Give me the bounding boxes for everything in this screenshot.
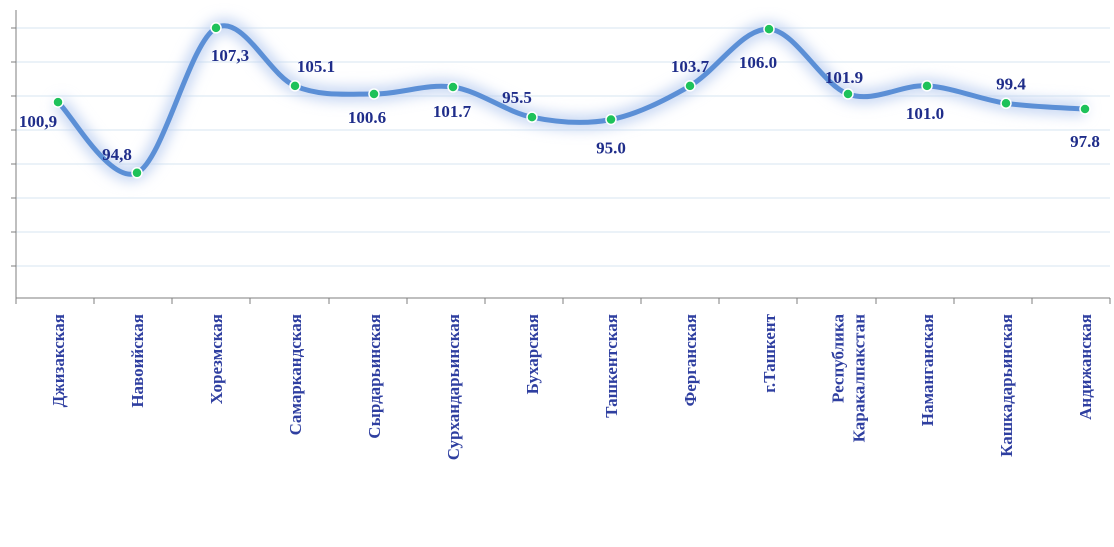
- data-label: 99.4: [996, 74, 1026, 93]
- data-label: 101.9: [825, 68, 863, 87]
- category-label: Ферганская: [681, 314, 700, 406]
- data-label: 95.0: [596, 138, 626, 157]
- data-point: [1079, 103, 1091, 115]
- category-label-text: Навоийская: [128, 314, 147, 408]
- category-label: Навоийская: [128, 314, 147, 408]
- category-label-line: Бухарская: [523, 314, 542, 394]
- category-label-text: Хорезмская: [207, 314, 226, 404]
- data-label: 95.5: [502, 88, 532, 107]
- data-label: 100.6: [348, 108, 386, 127]
- category-label-text: Самаркандская: [286, 314, 305, 435]
- data-label: 94,8: [102, 145, 132, 164]
- data-label: 100,9: [19, 112, 57, 131]
- category-label: Сырдарьинская: [365, 314, 384, 439]
- category-label-text: Ташкентская: [602, 314, 621, 418]
- category-label-text: Республика Каракалпакстан: [829, 314, 869, 443]
- category-label: Кашкадарьинская: [997, 314, 1016, 457]
- category-label-line: Ташкентская: [602, 314, 621, 418]
- category-label-line: Андижанская: [1076, 314, 1095, 420]
- category-label: Бухарская: [523, 314, 542, 394]
- data-point: [1000, 97, 1012, 110]
- category-label-text: Сурхандарьинская: [444, 314, 463, 460]
- data-labels: 100,9 94,8 107,3 105.1 100.6 101.7 95.5 95.0 103…: [19, 46, 1100, 164]
- category-label-line: Республика: [829, 314, 848, 403]
- category-label-line: Хорезмская: [207, 314, 226, 404]
- data-point: [447, 81, 459, 93]
- data-point: [368, 88, 380, 100]
- data-label: 107,3: [211, 46, 249, 65]
- category-label-line: Сурхандарьинская: [444, 314, 463, 460]
- data-label: 105.1: [297, 57, 335, 76]
- data-point: [605, 113, 617, 126]
- data-point: [684, 80, 696, 92]
- data-point: [526, 111, 538, 123]
- category-label-text: Ферганская: [681, 314, 700, 406]
- data-label: 106.0: [739, 53, 777, 72]
- data-points: [52, 22, 1091, 179]
- category-label-line: Наманганская: [918, 314, 937, 426]
- category-label: г.Ташкент: [760, 313, 779, 393]
- data-label: 101.0: [906, 104, 944, 123]
- data-point: [842, 88, 854, 100]
- data-label: 97.8: [1070, 132, 1100, 151]
- category-label-text: Бухарская: [523, 314, 542, 394]
- category-label-line: Самаркандская: [286, 314, 305, 435]
- chart-axes: [11, 10, 1111, 304]
- category-label: Сурхандарьинская: [444, 314, 463, 460]
- data-point: [289, 80, 301, 92]
- category-label-text: Сырдарьинская: [365, 314, 384, 439]
- category-label-text: Наманганская: [918, 314, 937, 426]
- category-label-line: Кашкадарьинская: [997, 314, 1016, 457]
- category-label: Республика Каракалпакстан: [829, 314, 869, 443]
- data-point: [921, 80, 933, 92]
- category-label: Наманганская: [918, 314, 937, 426]
- category-label: Андижанская: [1076, 314, 1095, 420]
- chart-gridlines: [16, 27, 1110, 267]
- category-label-line: Джизакская: [49, 314, 68, 407]
- category-label: Хорезмская: [207, 314, 226, 404]
- category-label: Ташкентская: [602, 314, 621, 418]
- category-label: Самаркандская: [286, 314, 305, 435]
- category-label-line: Сырдарьинская: [365, 314, 384, 439]
- category-labels: Джизакская Навоийская Хорезмская Самаркандс…: [49, 313, 1095, 460]
- data-point: [763, 23, 775, 35]
- data-point: [52, 96, 64, 108]
- category-label-line: Ферганская: [681, 314, 700, 406]
- data-point: [210, 22, 222, 34]
- category-label: Джизакская: [49, 314, 68, 407]
- data-label: 101.7: [433, 102, 472, 121]
- data-point: [131, 167, 143, 179]
- category-label-text: Андижанская: [1076, 314, 1095, 420]
- category-label-text: Кашкадарьинская: [997, 314, 1016, 457]
- category-label-text: г.Ташкент: [760, 313, 779, 393]
- data-label: 103.7: [671, 57, 710, 76]
- category-label-line: Навоийская: [128, 314, 147, 408]
- series-line: [55, 23, 1088, 177]
- category-label-line: г.Ташкент: [760, 313, 779, 393]
- category-label-text: Джизакская: [49, 314, 68, 407]
- category-label-line: Каракалпакстан: [850, 314, 869, 443]
